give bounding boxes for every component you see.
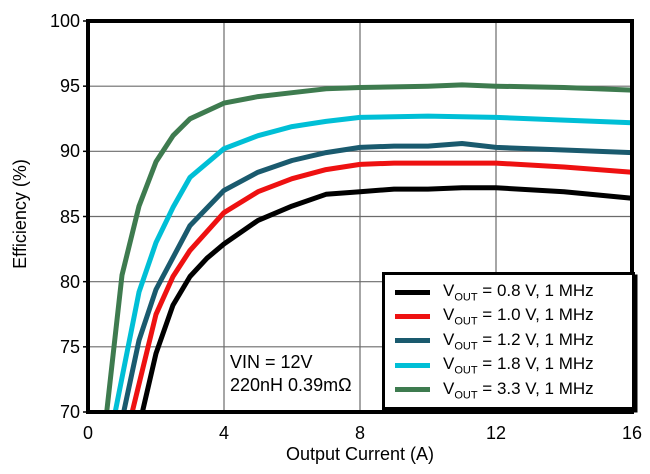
legend-swatch <box>395 338 430 344</box>
y-tick-label: 95 <box>59 76 80 97</box>
curve-vout-0-8v <box>139 185 633 413</box>
x-tick-label: 12 <box>485 423 507 443</box>
legend-swatch <box>395 362 430 368</box>
y-tick-label: 100 <box>49 11 80 31</box>
annotation: VIN = 12V 220nH 0.39mΩ <box>230 351 352 397</box>
legend-label: VOUT = 1.8 V, 1 MHz <box>443 354 594 377</box>
curve-vout-3-3v <box>104 82 633 413</box>
annotation-line-1: VIN = 12V <box>230 352 313 372</box>
y-tick-label: 80 <box>59 271 80 292</box>
y-tick-label: 85 <box>59 206 80 227</box>
legend-label: VOUT = 3.3 V, 1 MHz <box>443 378 594 401</box>
legend-swatch <box>395 387 430 393</box>
legend-item: VOUT = 1.0 V, 1 MHz <box>395 305 628 328</box>
legend-item: VOUT = 3.3 V, 1 MHz <box>395 379 628 401</box>
legend-item: VOUT = 0.8 V, 1 MHz <box>395 281 628 303</box>
x-tick-label: 4 <box>218 423 229 443</box>
legend-item: VOUT = 1.8 V, 1 MHz <box>395 354 628 377</box>
y-axis-title: Efficiency (%) <box>10 159 30 269</box>
plot-frame <box>86 19 634 414</box>
legend-label: VOUT = 1.2 V, 1 MHz <box>443 329 594 353</box>
x-tick-label: 0 <box>82 423 93 443</box>
legend-swatch <box>395 289 430 295</box>
y-tick-label: 70 <box>59 402 80 422</box>
curve-vout-1-0v <box>129 160 633 413</box>
x-tick-label: 16 <box>621 423 643 443</box>
legend-label: VOUT = 1.0 V, 1 MHz <box>443 305 594 328</box>
y-tick-label: 75 <box>59 336 80 357</box>
legend: VOUT = 0.8 V, 1 MHz VOUT = 1.0 V, 1 MHz VO… <box>382 272 635 410</box>
legend-swatch <box>395 314 430 320</box>
curve-vout-1-8v <box>112 113 633 413</box>
annotation-line-2: 220nH 0.39mΩ <box>230 375 352 395</box>
legend-item: VOUT = 1.2 V, 1 MHz <box>395 330 628 352</box>
curve-vout-1-2v <box>121 141 633 413</box>
x-axis-title: Output Current (A) <box>285 444 435 464</box>
legend-label: VOUT = 0.8 V, 1 MHz <box>443 281 594 304</box>
y-tick-label: 90 <box>59 141 80 162</box>
x-tick-label: 8 <box>354 423 365 443</box>
